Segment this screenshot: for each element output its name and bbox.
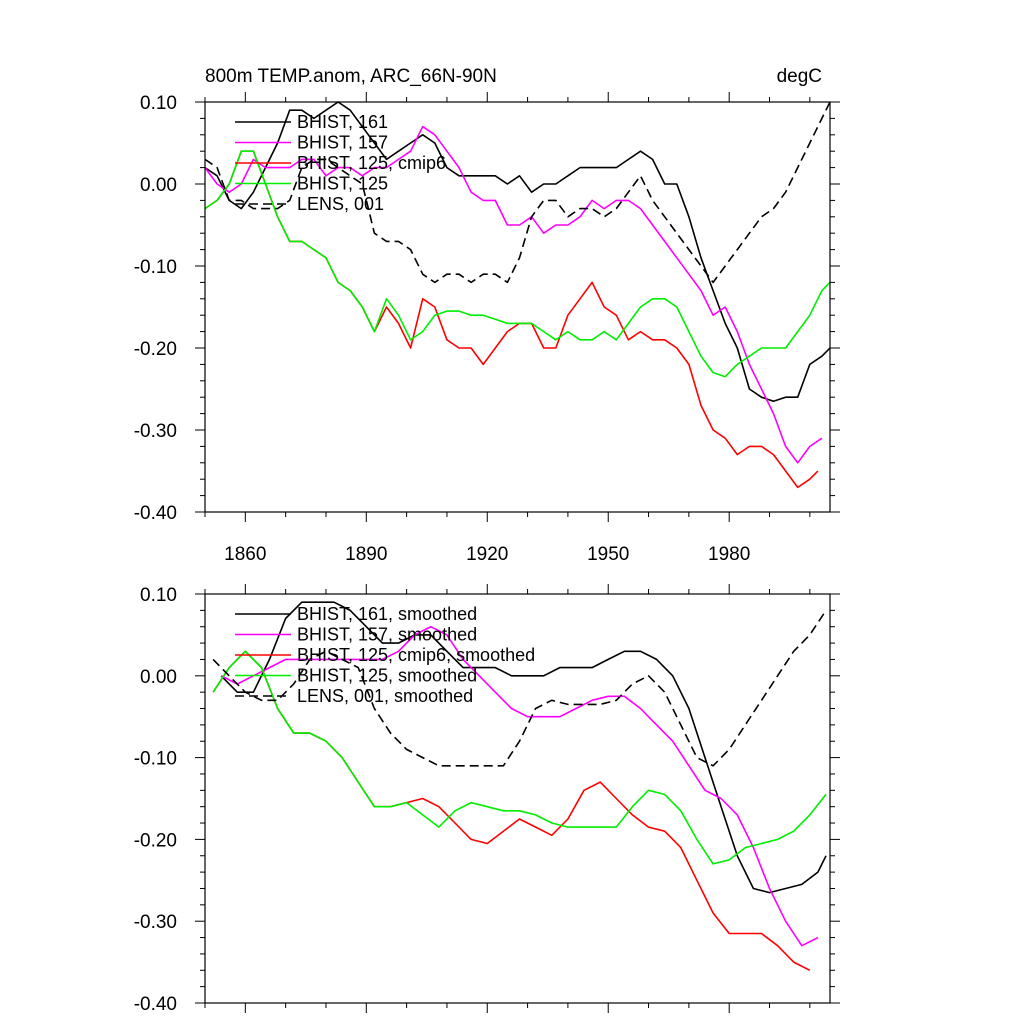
y-tick-label: -0.40: [134, 503, 177, 524]
series-line-5: [204, 101, 831, 284]
plot-frame: [204, 101, 831, 513]
y-tick-label: 0.00: [140, 667, 177, 688]
series-line-1: [220, 601, 827, 894]
x-tick-label: 1950: [587, 544, 629, 565]
plot-frame: [204, 593, 831, 1004]
y-tick-label: -0.20: [134, 339, 177, 360]
legend-entry: BHIST, 125: [297, 174, 388, 194]
series-group: [204, 101, 831, 489]
legend-entry: BHIST, 161, smoothed: [297, 604, 477, 624]
y-tick-label: -0.20: [134, 830, 177, 851]
legend-entry: BHIST, 125, cmip6: [297, 153, 446, 173]
series-line-4: [212, 650, 827, 865]
legend-entry: BHIST, 125, cmip6, smoothed: [297, 645, 535, 665]
series-line-5: [212, 609, 827, 767]
series-line-4: [204, 150, 831, 378]
legend-entry: BHIST, 157, smoothed: [297, 625, 477, 645]
legend-entry: LENS, 001, smoothed: [297, 686, 473, 706]
y-tick-label: -0.30: [134, 912, 177, 933]
chart-title: 800m TEMP.anom, ARC_66N-90N: [205, 66, 497, 87]
legend-entry: BHIST, 125, smoothed: [297, 666, 477, 686]
x-tick-label: 1890: [345, 544, 387, 565]
legend-entry: BHIST, 161: [297, 112, 388, 132]
y-tick-label: 0.10: [140, 585, 177, 606]
legend-entry: LENS, 001: [297, 194, 384, 214]
series-line-2: [220, 625, 819, 947]
x-tick-label: 1860: [224, 544, 266, 565]
chart-panel-2: 0.10 0.00 -0.10 -0.20 -0.30 -0.40 BHIST, 161, …: [134, 584, 840, 1015]
y-tick-label: 0.10: [140, 93, 177, 114]
series-line-1: [204, 101, 831, 403]
y-tick-label: 0.00: [140, 175, 177, 196]
legend-entry: BHIST, 157: [297, 133, 388, 153]
series-line-2: [204, 125, 823, 464]
chart-panel-1: 800m TEMP.anom, ARC_66N-90N degC 0.10 0.00 -…: [134, 66, 840, 565]
y-tick-label: -0.10: [134, 749, 177, 770]
chart-units-label: degC: [777, 66, 822, 87]
series-group: [212, 601, 827, 972]
x-tick-label: 1980: [708, 544, 750, 565]
y-tick-label: -0.40: [134, 994, 177, 1015]
y-tick-label: -0.10: [134, 257, 177, 278]
y-tick-label: -0.30: [134, 421, 177, 442]
x-tick-label: 1920: [466, 544, 508, 565]
